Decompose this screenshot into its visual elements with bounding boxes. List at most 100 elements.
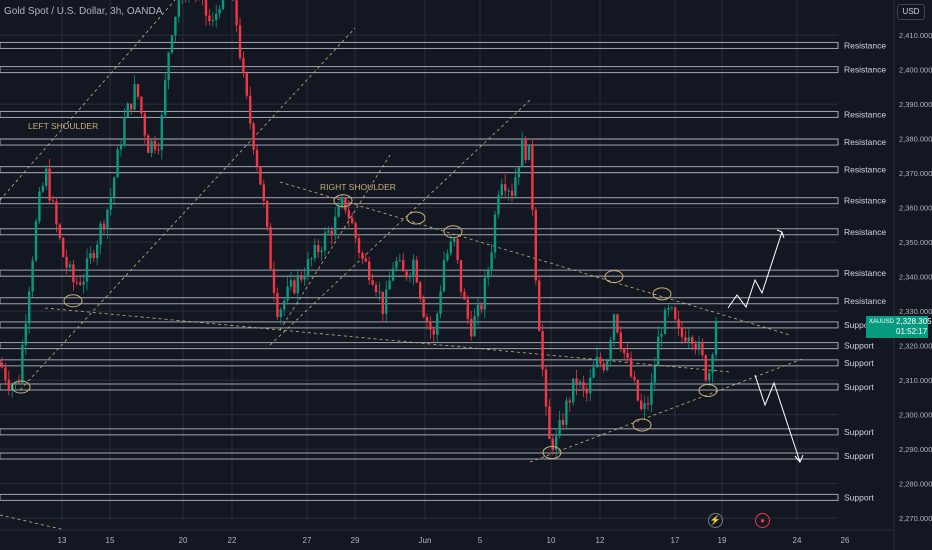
candle-body	[470, 318, 473, 337]
price-tick-label: 2,270.000	[899, 514, 932, 523]
bullish-arrowhead	[776, 229, 785, 239]
pivot-marker	[652, 287, 672, 301]
candle-body	[109, 197, 112, 210]
candle-body	[483, 277, 486, 310]
candle-body	[402, 260, 405, 272]
candle-body	[524, 138, 527, 161]
last-price-badge: XAUUSD 2,328.305 01:52:17	[866, 316, 932, 338]
candle-body	[38, 191, 41, 222]
candle-body	[51, 200, 55, 202]
candle-body	[204, 0, 208, 16]
candle-body	[493, 214, 497, 253]
candle-body	[116, 149, 119, 178]
price-badge-symbol: XAUUSD	[869, 319, 895, 325]
price-tick-label: 2,410.000	[899, 31, 932, 40]
candle-body	[351, 218, 354, 224]
price-tick-label: 2,380.000	[899, 135, 932, 144]
candle-body	[510, 190, 514, 196]
candle-body	[296, 275, 299, 294]
level-label: Resistance	[844, 268, 886, 278]
candle-body	[429, 321, 432, 330]
candle-body	[89, 253, 92, 259]
candle-body	[670, 307, 673, 309]
candle-body	[21, 344, 24, 384]
trend-line	[44, 307, 731, 373]
candle-body	[300, 275, 303, 280]
currency-button[interactable]: USD	[897, 4, 925, 20]
candle-body	[170, 35, 174, 53]
price-axis: 2,270.000 2,280.000 2,290.000 2,300.000 2,31…	[893, 0, 932, 550]
candle-body	[259, 166, 262, 185]
candle-body	[476, 304, 480, 317]
candle-body	[269, 226, 272, 269]
candle-body	[245, 73, 248, 96]
candle-body	[160, 115, 163, 150]
candle-body	[388, 280, 391, 290]
price-tick-label: 2,320.000	[899, 342, 932, 351]
candle-body	[711, 354, 714, 373]
candle-body	[334, 216, 337, 236]
time-tick-label: 5	[478, 536, 483, 545]
candle-body	[708, 372, 711, 381]
level-band	[0, 383, 839, 391]
lightning-icon[interactable]: ⚡	[708, 513, 723, 528]
candle-body	[694, 343, 697, 350]
candle-body	[7, 379, 10, 390]
level-label: Support	[844, 451, 874, 461]
candle-body	[344, 197, 347, 211]
level-band	[0, 41, 839, 49]
candle-body	[657, 336, 660, 367]
candle-body	[691, 337, 694, 344]
candle-body	[572, 378, 575, 403]
time-axis: 13 15 20 22 27 29 Jun 5 10 12 17 19 24 26	[0, 529, 894, 545]
candle-body	[408, 275, 412, 278]
candle-body	[130, 103, 133, 110]
level-label: Support	[844, 341, 874, 351]
candle-body	[153, 140, 157, 150]
candle-body	[595, 356, 599, 368]
price-tick-label: 2,280.000	[899, 480, 932, 489]
candle-body	[521, 138, 524, 168]
candle-body	[150, 140, 153, 153]
candle-body	[385, 289, 388, 314]
candle-body	[31, 260, 34, 292]
candle-body	[48, 168, 51, 201]
candle-body	[558, 420, 561, 437]
candle-body	[374, 284, 378, 293]
candle-body	[34, 221, 38, 261]
candle-body	[578, 381, 582, 385]
candle-body	[283, 300, 286, 310]
level-band	[0, 110, 839, 118]
candle-body	[687, 337, 690, 342]
candle-body	[507, 190, 510, 192]
candle-body	[701, 341, 704, 356]
candle-body	[276, 292, 279, 317]
level-label: Resistance	[844, 296, 886, 306]
candle-body	[619, 332, 622, 349]
candle-body	[72, 264, 75, 283]
candle-body	[466, 299, 469, 319]
candle-body	[527, 144, 531, 161]
level-label: Resistance	[844, 65, 886, 75]
candle-body	[119, 145, 123, 150]
time-tick-label: 29	[351, 536, 360, 545]
candle-body	[79, 282, 82, 285]
candle-body	[4, 367, 7, 380]
candle-body	[17, 382, 21, 384]
candle-body	[24, 323, 27, 345]
candle-body	[371, 280, 374, 285]
event-icon[interactable]: ●	[755, 513, 770, 528]
candle-body	[589, 377, 592, 394]
pivot-marker	[632, 418, 652, 432]
candle-body	[310, 258, 313, 260]
pivot-marker	[604, 270, 624, 284]
candle-body	[123, 116, 126, 146]
candle-body	[612, 314, 616, 340]
candle-body	[378, 291, 381, 293]
price-tick-label: 2,310.000	[899, 376, 932, 385]
time-tick-label: 24	[793, 536, 802, 545]
price-tick-label: 2,370.000	[899, 169, 932, 178]
candle-body	[561, 420, 565, 425]
candle-body	[99, 223, 102, 245]
